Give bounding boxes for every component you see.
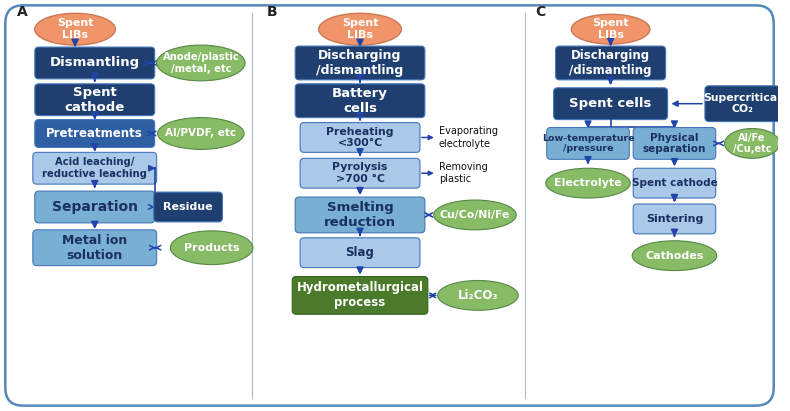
Text: Products: Products	[184, 243, 239, 253]
Text: Al/Fe
/Cu,etc: Al/Fe /Cu,etc	[733, 133, 771, 154]
Ellipse shape	[35, 13, 115, 45]
FancyBboxPatch shape	[154, 192, 223, 222]
FancyBboxPatch shape	[705, 86, 780, 122]
Ellipse shape	[632, 241, 717, 270]
Ellipse shape	[724, 129, 780, 158]
FancyBboxPatch shape	[35, 47, 155, 79]
Text: Spent cells: Spent cells	[570, 97, 652, 110]
Text: Battery
cells: Battery cells	[332, 87, 388, 115]
FancyBboxPatch shape	[634, 204, 716, 234]
Ellipse shape	[319, 13, 401, 45]
Text: Discharging
/dismantling: Discharging /dismantling	[317, 49, 404, 77]
Text: Residue: Residue	[164, 202, 213, 212]
FancyBboxPatch shape	[33, 152, 156, 184]
FancyBboxPatch shape	[634, 127, 716, 159]
Ellipse shape	[171, 231, 253, 265]
Text: Dismantling: Dismantling	[50, 56, 140, 69]
Text: Spent cathode: Spent cathode	[631, 178, 717, 188]
Text: Separation: Separation	[51, 200, 137, 214]
Text: C: C	[535, 5, 545, 19]
Text: Li₂CO₃: Li₂CO₃	[457, 289, 498, 302]
FancyBboxPatch shape	[295, 197, 425, 233]
Text: Acid leaching/
reductive leaching: Acid leaching/ reductive leaching	[43, 157, 147, 179]
FancyBboxPatch shape	[547, 127, 630, 159]
Text: Electrolyte: Electrolyte	[554, 178, 622, 188]
Text: Slag: Slag	[345, 246, 374, 259]
FancyBboxPatch shape	[300, 122, 420, 152]
Text: Smelting
reduction: Smelting reduction	[324, 201, 396, 229]
Text: B: B	[267, 5, 277, 19]
FancyBboxPatch shape	[555, 46, 666, 80]
Text: Al/PVDF, etc: Al/PVDF, etc	[165, 129, 236, 139]
FancyBboxPatch shape	[554, 88, 668, 120]
Text: Pyrolysis
>700 °C: Pyrolysis >700 °C	[333, 162, 388, 184]
FancyBboxPatch shape	[300, 238, 420, 268]
Text: Metal ion
solution: Metal ion solution	[62, 234, 127, 262]
Text: Pretreatments: Pretreatments	[47, 127, 143, 140]
Text: Preheating
<300°C: Preheating <300°C	[326, 127, 393, 148]
FancyBboxPatch shape	[35, 120, 155, 148]
FancyBboxPatch shape	[295, 46, 425, 80]
Text: Discharging
/dismantling: Discharging /dismantling	[570, 49, 652, 77]
FancyBboxPatch shape	[35, 84, 155, 115]
Ellipse shape	[156, 45, 245, 81]
Ellipse shape	[438, 280, 518, 310]
Text: Spent
LIBs: Spent LIBs	[57, 18, 93, 40]
Text: Physical
separation: Physical separation	[643, 133, 706, 154]
FancyBboxPatch shape	[292, 277, 428, 314]
Text: Removing
plastic: Removing plastic	[438, 162, 487, 185]
Ellipse shape	[571, 14, 650, 44]
Text: Spent
LIBs: Spent LIBs	[592, 18, 629, 40]
Text: Cu/Co/Ni/Fe: Cu/Co/Ni/Fe	[440, 210, 510, 220]
FancyBboxPatch shape	[300, 158, 420, 188]
FancyBboxPatch shape	[6, 5, 773, 406]
Text: Supercritical
CO₂: Supercritical CO₂	[703, 93, 781, 115]
FancyBboxPatch shape	[35, 191, 155, 223]
Text: Cathodes: Cathodes	[645, 251, 704, 261]
Text: Anode/plastic
/metal, etc: Anode/plastic /metal, etc	[163, 52, 239, 74]
Text: Spent
cathode: Spent cathode	[65, 86, 125, 114]
FancyBboxPatch shape	[33, 230, 156, 266]
Text: Spent
LIBs: Spent LIBs	[342, 18, 378, 40]
Text: Low-temperature
/pressure: Low-temperature /pressure	[542, 134, 634, 153]
Ellipse shape	[546, 168, 630, 198]
Ellipse shape	[158, 118, 244, 149]
FancyBboxPatch shape	[295, 84, 425, 118]
Text: Evaporating
electrolyte: Evaporating electrolyte	[438, 126, 498, 149]
Ellipse shape	[434, 200, 517, 230]
Text: A: A	[17, 5, 28, 19]
Text: Hydrometallurgical
process: Hydrometallurgical process	[296, 282, 423, 309]
FancyBboxPatch shape	[634, 168, 716, 198]
Text: Sintering: Sintering	[645, 214, 703, 224]
